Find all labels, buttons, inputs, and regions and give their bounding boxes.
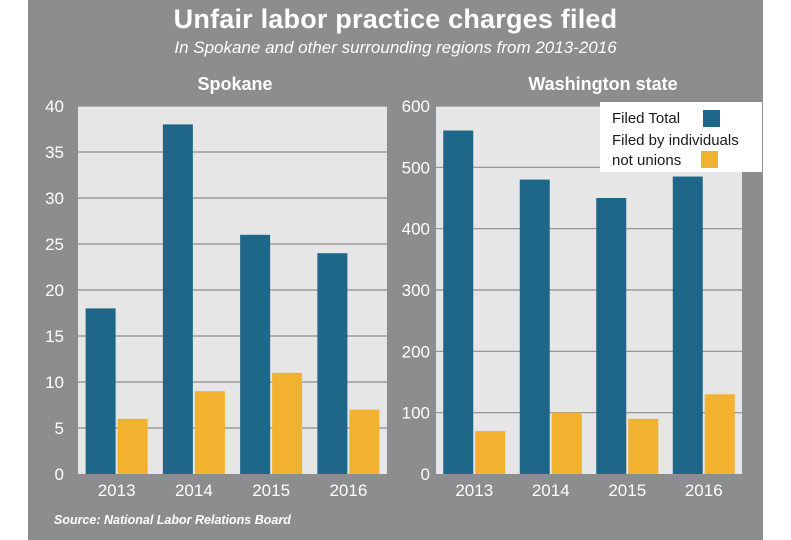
washington-bar-filed-total-2014 [519,179,550,474]
washington-bar-filed-individuals-2014 [551,412,582,474]
spokane-y-tick-label: 20 [45,281,64,300]
spokane-chart: 0 5 10 15 20 25 30 35 40 2013 2014 2015 2016 [45,97,387,500]
washington-y-tick-label: 600 [402,97,430,116]
spokane-bar-filed-total-2014 [162,124,193,475]
legend-filed-individuals-label-line1: Filed by individuals [612,132,739,149]
chart-title: Unfair labor practice charges filed [173,4,618,34]
spokane-y-tick-label: 0 [55,465,64,484]
spokane-y-tick-label: 30 [45,189,64,208]
washington-y-tick-label: 0 [421,465,430,484]
spokane-x-tick-label: 2014 [175,481,213,500]
legend-box [600,102,762,172]
spokane-y-tick-label: 15 [45,327,64,346]
legend-filed-individuals-label-line2: not unions [612,152,681,169]
spokane-panel-title: Spokane [197,74,273,94]
spokane-bar-filed-total-2016 [317,253,348,474]
source-note: Source: National Labor Relations Board [54,513,291,527]
spokane-y-tick-label: 5 [55,419,64,438]
spokane-bar-filed-individuals-2013 [117,418,148,474]
spokane-y-tick-label: 40 [45,97,64,116]
spokane-x-tick-label: 2016 [329,481,367,500]
washington-bar-filed-total-2013 [443,130,474,475]
washington-bar-filed-total-2015 [596,198,627,474]
legend: Filed Total Filed by individuals not union… [600,102,762,172]
washington-bar-filed-individuals-2013 [475,431,506,474]
washington-y-tick-label: 200 [402,342,430,361]
washington-x-tick-label: 2013 [455,481,493,500]
washington-y-tick-label: 300 [402,281,430,300]
spokane-bar-filed-total-2013 [85,308,116,474]
washington-x-tick-label: 2016 [685,481,723,500]
washington-x-tick-label: 2014 [532,481,570,500]
spokane-y-tick-label: 35 [45,143,64,162]
washington-y-tick-label: 500 [402,158,430,177]
spokane-x-tick-label: 2015 [252,481,290,500]
washington-y-tick-label: 100 [402,404,430,423]
legend-filed-total-swatch [703,110,720,127]
legend-filed-total-label: Filed Total [612,110,680,127]
washington-x-tick-label: 2015 [608,481,646,500]
spokane-y-tick-label: 25 [45,235,64,254]
spokane-y-tick-label: 10 [45,373,64,392]
legend-filed-individuals-swatch [701,151,718,168]
washington-bar-filed-individuals-2015 [628,418,659,474]
spokane-bar-filed-individuals-2016 [349,409,380,474]
washington-bar-filed-individuals-2016 [704,394,735,474]
chart-subtitle: In Spokane and other surrounding regions… [174,38,617,57]
spokane-bar-filed-total-2015 [240,234,271,474]
spokane-bar-filed-individuals-2015 [272,372,303,474]
spokane-bar-filed-individuals-2014 [194,391,225,474]
washington-y-tick-label: 400 [402,220,430,239]
washington-bar-filed-total-2016 [672,176,703,475]
washington-panel-title: Washington state [528,74,678,94]
spokane-x-tick-label: 2013 [98,481,136,500]
washington-chart: 0 100 200 300 400 500 600 2013 2014 2015 2016 [402,97,742,500]
